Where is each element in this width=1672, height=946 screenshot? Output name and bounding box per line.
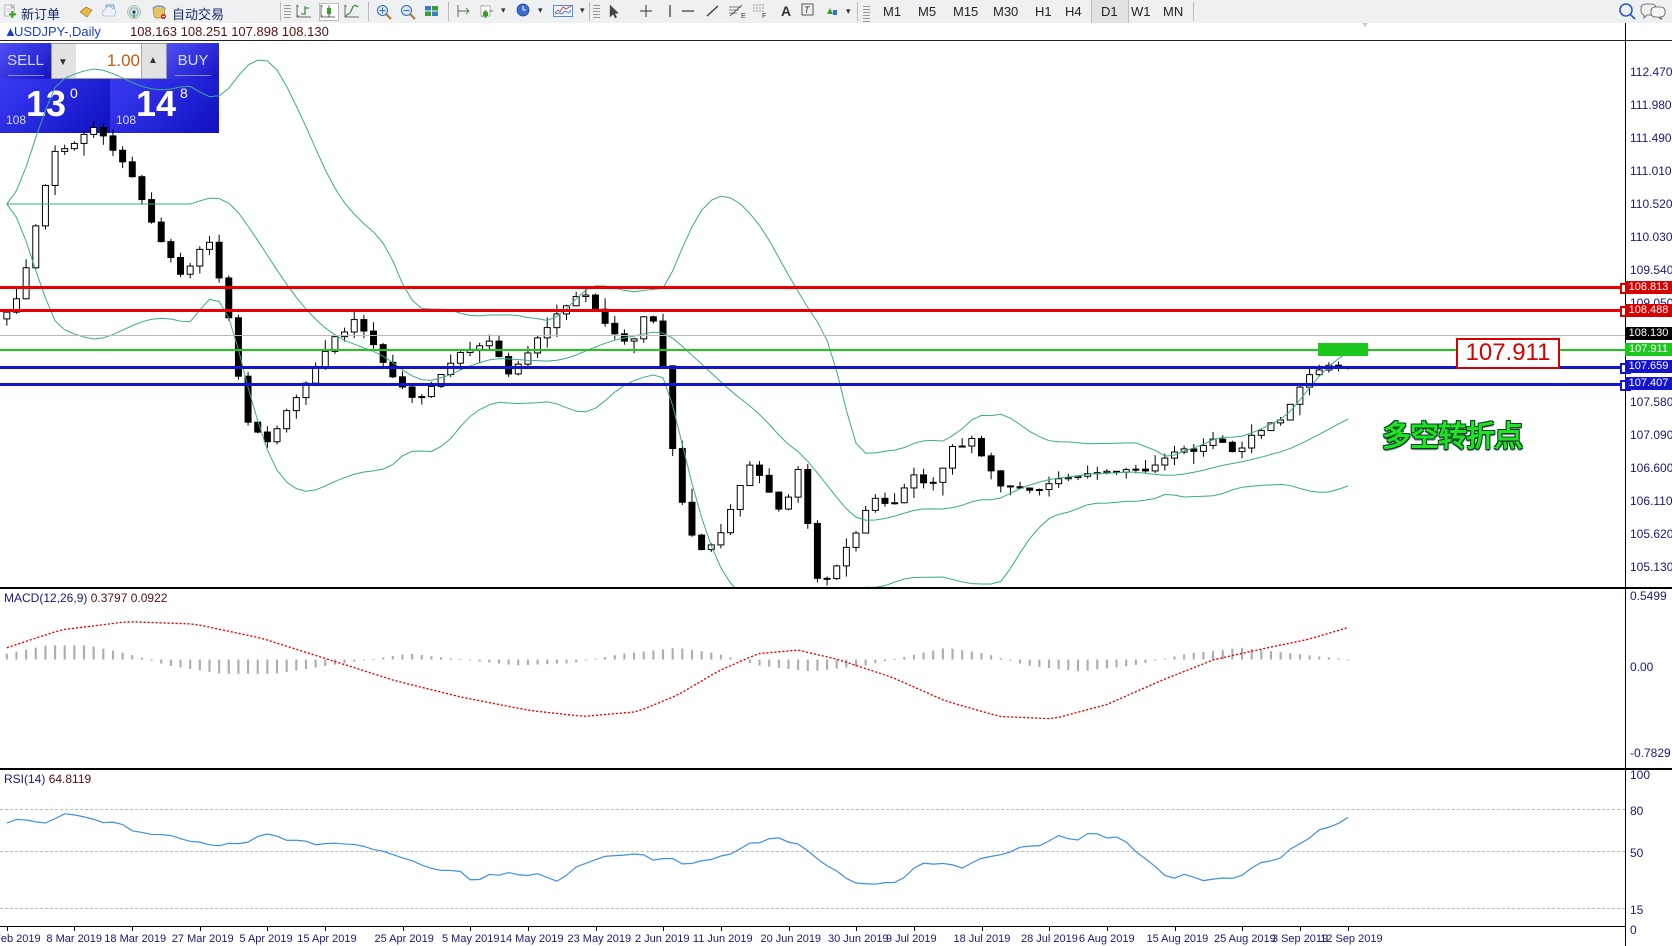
svg-text:T: T (804, 5, 811, 15)
svg-text:F: F (762, 13, 766, 20)
svg-text:E: E (741, 13, 746, 20)
